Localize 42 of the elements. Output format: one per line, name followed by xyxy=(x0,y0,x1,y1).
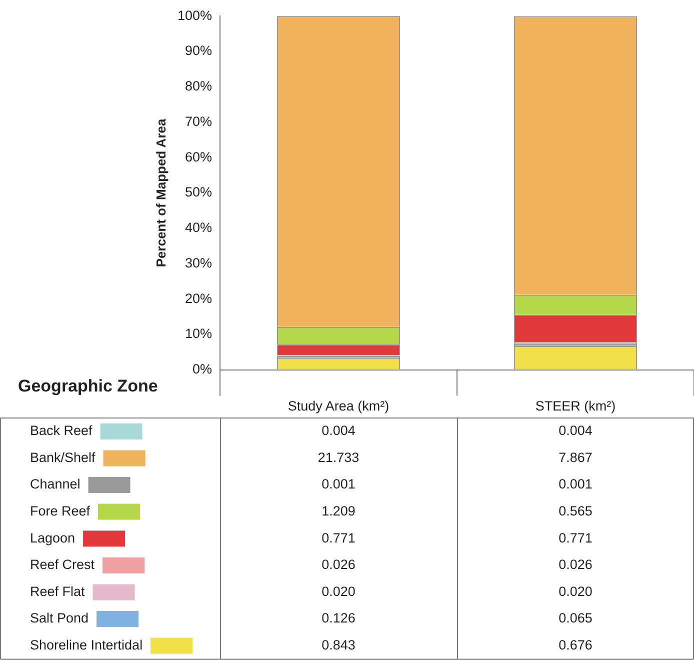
legend-label: Salt Pond xyxy=(30,610,89,626)
text: 0.001 xyxy=(558,476,592,492)
text: 0.065 xyxy=(558,610,592,626)
x-tick-label: Study Area (km²) xyxy=(288,398,390,414)
y-tick-label: 20% xyxy=(184,290,212,306)
y-tick-label: 10% xyxy=(184,326,212,342)
text: 0.676 xyxy=(558,638,592,653)
text: 0.020 xyxy=(558,584,592,599)
y-tick-label: 30% xyxy=(184,255,212,270)
y-axis-title: Percent of Mapped Area xyxy=(153,118,168,268)
text: 0.771 xyxy=(558,530,592,546)
legend-label: Reef Crest xyxy=(30,557,95,572)
text: 0.565 xyxy=(558,504,592,519)
y-tick-label: 60% xyxy=(184,149,212,164)
legend-label: Channel xyxy=(30,476,80,492)
y-tick-label: 100% xyxy=(177,8,212,23)
y-tick-label: 0% xyxy=(192,362,212,377)
text: 0.126 xyxy=(322,610,356,626)
text: 0.020 xyxy=(322,584,356,599)
y-tick-label: 90% xyxy=(184,43,212,58)
y-tick-label: 70% xyxy=(184,114,212,129)
legend-label: Fore Reef xyxy=(30,504,90,519)
y-tick-label: 50% xyxy=(184,184,212,200)
text: 0.026 xyxy=(558,557,592,572)
legend-label: Reef Flat xyxy=(30,584,86,599)
legend-label: Back Reef xyxy=(30,423,93,438)
text: 0.843 xyxy=(322,638,356,653)
text: 7.867 xyxy=(558,450,592,465)
y-tick-label: 40% xyxy=(184,220,212,236)
text: 0.004 xyxy=(558,423,593,438)
text: 0.001 xyxy=(322,476,356,492)
legend-label: Bank/Shelf xyxy=(30,450,96,465)
text: 0.771 xyxy=(322,530,356,546)
legend-label: Lagoon xyxy=(30,530,76,546)
legend-title: Geographic Zone xyxy=(18,376,158,396)
legend-label: Shoreline Intertidal xyxy=(30,638,143,653)
text: 1.209 xyxy=(322,504,356,519)
text: 0.026 xyxy=(322,557,356,572)
text: 0.004 xyxy=(322,423,356,438)
x-tick-label: STEER (km²) xyxy=(535,398,616,414)
text: 21.733 xyxy=(318,450,360,465)
y-tick-label: 80% xyxy=(184,78,212,94)
